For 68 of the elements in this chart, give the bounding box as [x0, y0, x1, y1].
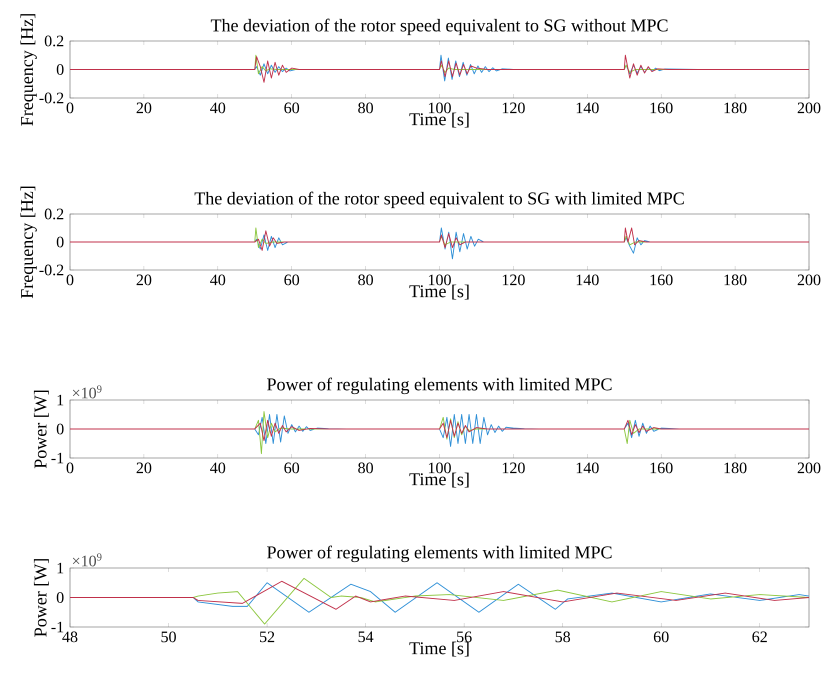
- x-tick-label: 40: [210, 462, 226, 474]
- y-tick-label: 0.2: [44, 36, 64, 46]
- x-tick-label: 60: [284, 102, 300, 114]
- y-tick-label: 0: [56, 236, 64, 248]
- chart-title: The deviation of the rotor speed equivalent to SG with limited MPC: [194, 192, 684, 208]
- x-tick-label: 80: [358, 274, 373, 286]
- x-tick-label: 0: [66, 274, 74, 286]
- y-tick-label: -0.2: [39, 264, 64, 276]
- x-tick-label: 120: [502, 462, 525, 474]
- x-tick-label: 60: [284, 274, 300, 286]
- x-tick-label: 40: [210, 274, 226, 286]
- x-tick-label: 160: [650, 102, 673, 114]
- x-tick-label: 160: [650, 462, 673, 474]
- x-tick-label: 120: [502, 102, 525, 114]
- x-tick-label: 52: [260, 631, 274, 642]
- x-axis-title: Time [s]: [409, 284, 469, 300]
- x-axis-title: Time [s]: [409, 472, 469, 488]
- y-axis-title: Frequency [Hz]: [20, 14, 37, 126]
- x-tick-label: 80: [358, 102, 373, 114]
- y-tick-label: 0.2: [44, 208, 64, 220]
- y-tick-label: 0: [56, 64, 64, 75]
- y-tick-label: -1: [51, 622, 64, 632]
- y-tick-label: 0: [56, 592, 64, 603]
- x-tick-label: 62: [752, 631, 767, 642]
- x-tick-label: 20: [136, 462, 152, 474]
- x-tick-label: 56: [457, 631, 472, 642]
- y-tick-label: -0.2: [39, 92, 64, 104]
- y-tick-label: -1: [51, 452, 64, 464]
- y-tick-label: 1: [58, 562, 64, 574]
- x-tick-label: 140: [576, 462, 599, 474]
- chart-title: The deviation of the rotor speed equivalent to SG without MPC: [210, 18, 668, 36]
- y-axis-title: Power [W]: [34, 390, 49, 468]
- x-tick-label: 180: [724, 102, 746, 114]
- x-tick-label: 200: [798, 274, 820, 286]
- x-tick-label: 80: [358, 462, 373, 474]
- x-tick-label: 100: [428, 102, 451, 114]
- x-tick-label: 200: [798, 102, 820, 114]
- x-tick-label: 40: [210, 102, 226, 114]
- x-axis-title: Time [s]: [409, 112, 469, 128]
- x-tick-label: 20: [136, 102, 152, 114]
- x-tick-label: 20: [136, 274, 152, 286]
- x-tick-label: 0: [66, 102, 74, 114]
- x-tick-label: 200: [798, 462, 820, 474]
- chart-title: Power of regulating elements with limited MPC: [267, 378, 612, 394]
- text: ×10$^{9}$: [72, 385, 102, 398]
- x-axis-title: Time [s]: [409, 642, 469, 657]
- x-tick-label: 180: [724, 274, 746, 286]
- x-tick-label: 140: [576, 102, 599, 114]
- x-tick-label: 100: [428, 274, 451, 286]
- x-tick-label: 58: [556, 631, 570, 642]
- line-series: [70, 420, 810, 442]
- x-tick-label: 100: [428, 462, 451, 474]
- y-tick-label: 0: [56, 424, 64, 434]
- x-tick-label: 48: [62, 631, 78, 642]
- y-axis-title: Frequency [Hz]: [20, 186, 37, 298]
- chart-title: Power of regulating elements with limited MPC: [267, 546, 612, 562]
- x-tick-label: 60: [284, 462, 300, 474]
- x-tick-label: 120: [502, 274, 525, 286]
- x-tick-label: 180: [724, 462, 746, 474]
- text: ×10$^{9}$: [72, 553, 102, 566]
- x-tick-label: 140: [576, 274, 599, 286]
- x-tick-label: 54: [358, 631, 374, 642]
- x-tick-label: 50: [161, 631, 176, 642]
- y-tick-label: 1: [58, 394, 64, 406]
- x-tick-label: 60: [654, 631, 669, 642]
- y-axis-title: Power [W]: [34, 559, 49, 637]
- x-tick-label: 0: [66, 462, 74, 474]
- x-tick-label: 160: [650, 274, 673, 286]
